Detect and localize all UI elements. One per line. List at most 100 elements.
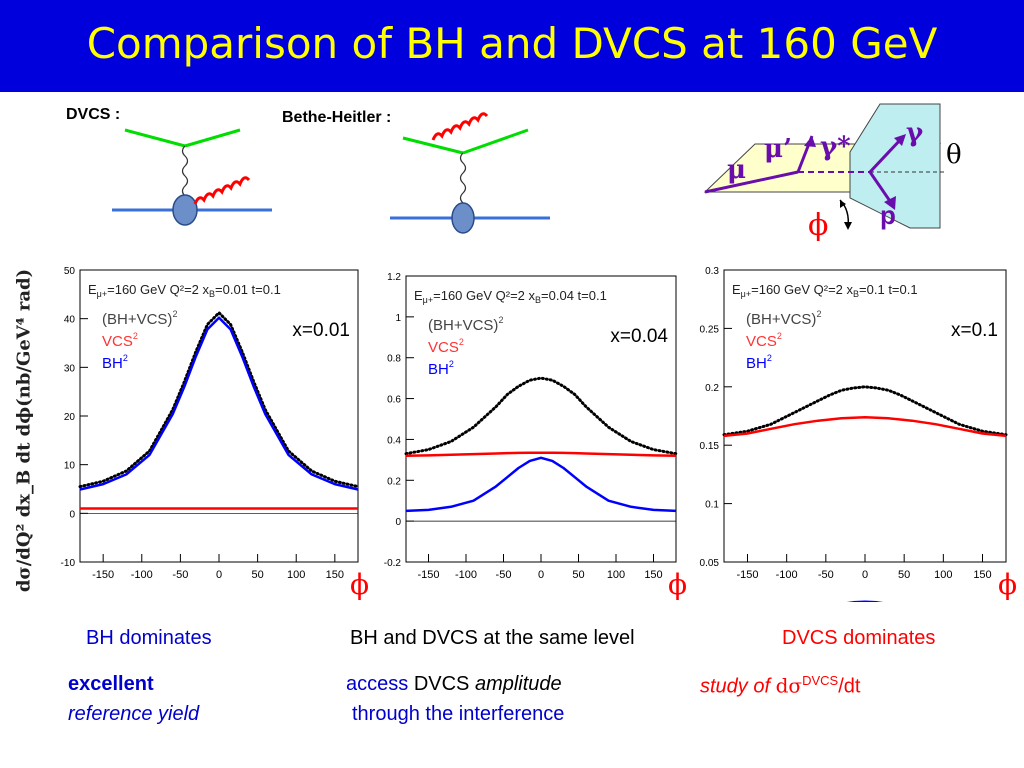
bh-label: Bethe-Heitler : — [282, 109, 392, 126]
caption-access-line: access DVCS amplitude — [346, 673, 562, 696]
chart-panel-3: 0.05 0.1 0.15 0.2 0.25 0.3 -150 -100 -50 0 50 100 15… — [700, 266, 1008, 602]
incoming-lepton-line — [124, 128, 186, 148]
panel-label: x=0.01 — [292, 320, 350, 341]
y-tick-label: 1 — [395, 313, 401, 324]
legend-total: (BH+VCS)2 — [746, 309, 821, 328]
series-line-total — [78, 311, 360, 489]
legend-bh: BH2 — [746, 353, 772, 372]
caption-bh-dominates: BH dominates — [86, 627, 212, 649]
proton-arrow — [868, 171, 894, 205]
caption-dvcs-sup: DVCS — [802, 673, 839, 688]
x-tick-label: -150 — [92, 569, 114, 581]
x-tick-label: 150 — [973, 569, 991, 581]
x-tick-label: 150 — [326, 569, 344, 581]
phi-axis-symbol-3: ϕ — [998, 568, 1018, 601]
real-photon-wavy — [193, 176, 251, 205]
x-tick-label: 150 — [644, 569, 662, 581]
series-line-total — [722, 385, 1008, 437]
x-tick-label: 0 — [538, 569, 544, 581]
legend-vcs: VCS2 — [428, 337, 464, 356]
dvcs-label: DVCS : — [66, 106, 121, 123]
series-line-bh — [79, 316, 359, 491]
y-tick-label: 20 — [64, 412, 76, 423]
y-tick-label: 0.05 — [700, 558, 720, 569]
bh-diagram — [390, 112, 550, 234]
y-tick-label: 30 — [64, 363, 76, 374]
legend-total: (BH+VCS)2 — [428, 315, 503, 334]
y-tick-label: 0.2 — [387, 476, 401, 487]
series-line-bh — [405, 456, 677, 513]
y-tick-label: 0.8 — [387, 354, 401, 365]
caption-amplitude: amplitude — [474, 673, 562, 695]
panel-label: x=0.1 — [951, 320, 998, 341]
caption-dvcs-word: DVCS — [413, 673, 470, 695]
legend-header: Eμ+=160 GeV Q²=2 xB=0.04 t=0.1 — [414, 288, 607, 305]
mu-prime-label: μ’ — [764, 134, 793, 164]
caption-study-line: study of dσDVCS/dt — [700, 673, 860, 699]
legend-total: (BH+VCS)2 — [102, 309, 177, 328]
y-tick-label: -10 — [61, 558, 76, 569]
y-tick-label: -0.2 — [384, 558, 402, 569]
x-tick-label: 50 — [251, 569, 263, 581]
series-line-vcs — [723, 415, 1007, 438]
x-tick-label: 100 — [287, 569, 305, 581]
legend-header: Eμ+=160 GeV Q²=2 xB=0.01 t=0.1 — [88, 282, 281, 299]
legend-header: Eμ+=160 GeV Q²=2 xB=0.1 t=0.1 — [732, 282, 918, 299]
caption-study-of: study of — [700, 675, 771, 698]
outgoing-lepton-line — [184, 128, 241, 148]
x-tick-label: 50 — [572, 569, 584, 581]
phi-axis-symbol-1: ϕ — [350, 568, 370, 601]
outgoing-lepton-line — [462, 128, 529, 155]
legend-vcs: VCS2 — [102, 331, 138, 350]
caption-excellent: excellent — [68, 673, 154, 695]
x-tick-label: 100 — [607, 569, 625, 581]
gamma-star-label: γ* — [820, 132, 851, 162]
y-tick-label: 0.25 — [700, 324, 720, 335]
x-tick-label: -150 — [417, 569, 439, 581]
caption-dvcs-dominates: DVCS dominates — [782, 627, 936, 649]
real-photon-wavy — [431, 112, 489, 141]
legend-bh: BH2 — [102, 353, 128, 372]
y-tick-label: 0.6 — [387, 395, 401, 406]
slide-title: Comparison of BH and DVCS at 160 GeV — [86, 19, 938, 68]
hadron-blob — [451, 202, 475, 234]
title-bar — [0, 0, 1024, 92]
caption-reference-yield: reference yield — [68, 703, 200, 725]
y-axis-label: dσ/dQ² dx_B dt dϕ(nb/GeV⁴ rad) — [13, 268, 35, 593]
chart-panel-2: -0.2 0 0.2 0.4 0.6 0.8 1 1.2 -150 -100 -50 0 50 100 15… — [384, 272, 678, 581]
caption-through-interference: through the interference — [352, 703, 565, 725]
theta-label: θ — [946, 140, 962, 170]
y-tick-label: 40 — [64, 315, 76, 326]
y-tick-label: 0.1 — [705, 500, 719, 511]
x-tick-label: 100 — [934, 569, 952, 581]
real-photon-arrow — [868, 136, 904, 174]
dvcs-diagram — [112, 128, 272, 226]
mu-label: μ — [727, 155, 747, 185]
series-line-vcs — [405, 451, 677, 458]
kinematics-diagram — [703, 103, 945, 230]
x-tick-label: -150 — [736, 569, 758, 581]
proton-label: p — [880, 200, 896, 230]
y-tick-label: 0.15 — [700, 441, 720, 452]
caption-access: access — [346, 673, 409, 695]
x-tick-label: -50 — [496, 569, 512, 581]
y-tick-label: 0.2 — [705, 383, 719, 394]
hadron-blob — [172, 194, 198, 226]
x-tick-label: 0 — [862, 569, 868, 581]
x-tick-label: -100 — [131, 569, 153, 581]
x-tick-label: -50 — [172, 569, 188, 581]
panel-label: x=0.04 — [610, 326, 668, 347]
incoming-lepton-line — [402, 136, 464, 155]
x-tick-label: -100 — [776, 569, 798, 581]
y-tick-label: 0.4 — [387, 435, 401, 446]
y-tick-label: 0.3 — [705, 266, 719, 277]
series-line-total — [404, 376, 678, 456]
y-tick-label: 50 — [64, 266, 76, 277]
y-tick-label: 1.2 — [387, 272, 401, 283]
caption-dsigma: dσ — [775, 673, 803, 698]
x-tick-label: -50 — [818, 569, 834, 581]
x-tick-label: -100 — [455, 569, 477, 581]
phi-angle-label: ϕ — [808, 208, 829, 243]
legend-bh: BH2 — [428, 359, 454, 378]
